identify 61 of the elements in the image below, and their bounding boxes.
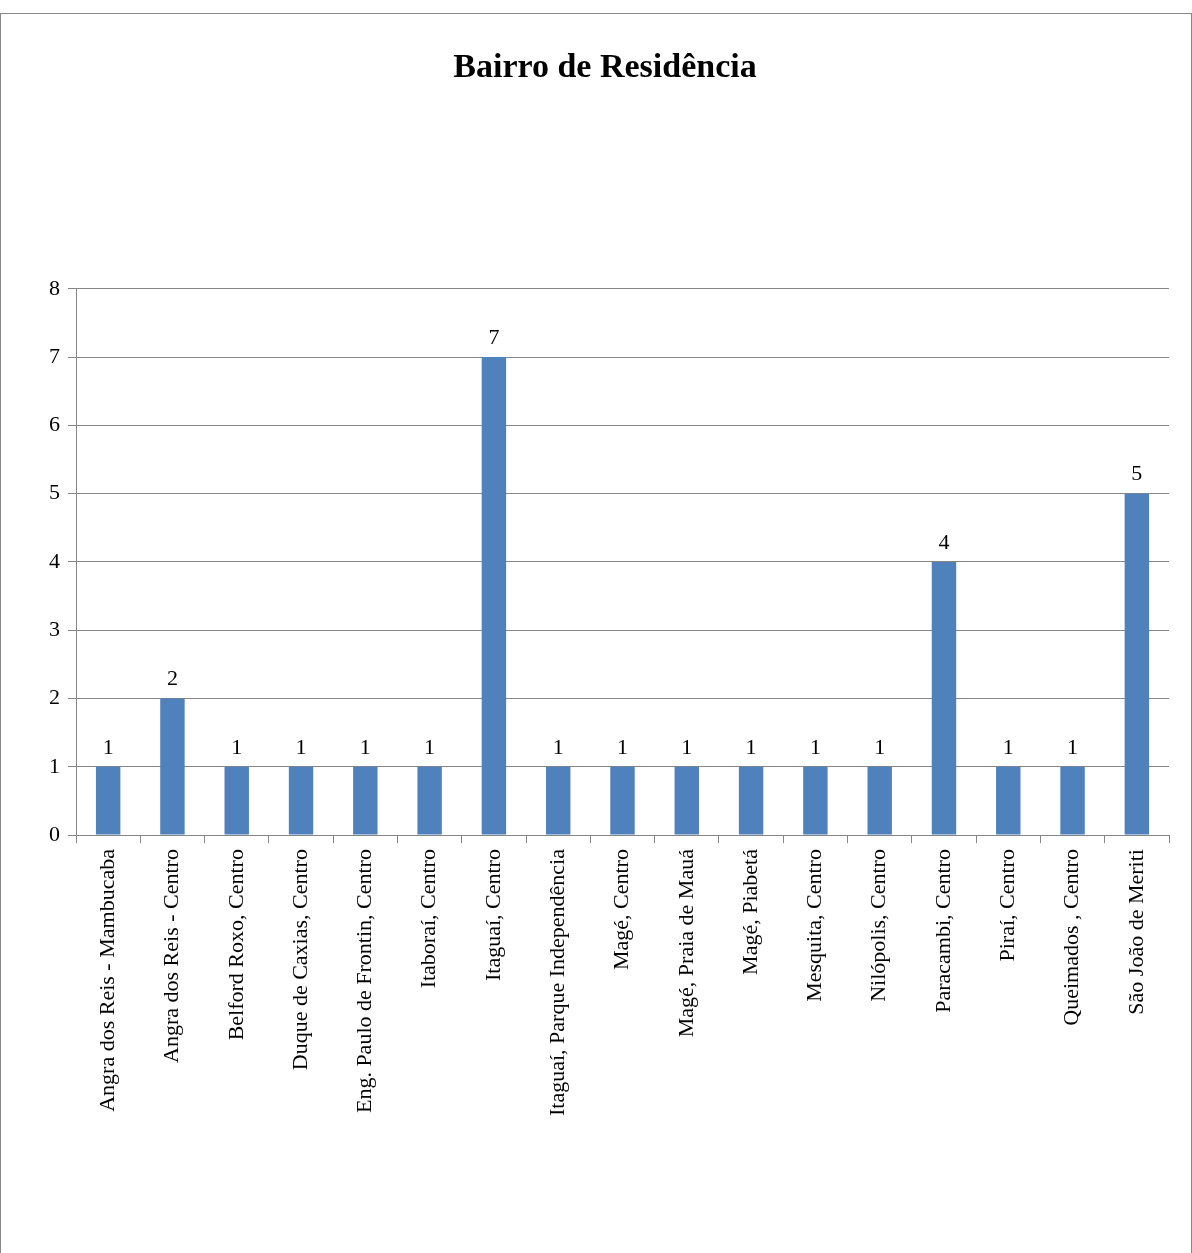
y-tick-label: 5 <box>49 479 60 505</box>
x-tick-label: Magé, Praia de Mauá <box>672 848 698 1038</box>
x-tick-label: Eng. Paulo de Frontin, Centro <box>351 849 377 1114</box>
data-label: 1 <box>617 733 628 759</box>
y-tick-label: 7 <box>49 342 60 368</box>
x-tick-label: Nilópolis, Centro <box>865 849 891 1002</box>
data-label: 1 <box>874 733 886 759</box>
data-label: 1 <box>1067 733 1079 759</box>
y-tick-label: 3 <box>49 616 60 641</box>
bar <box>1124 493 1150 835</box>
data-label: 1 <box>1002 733 1014 759</box>
x-tick-label: Queimados , Centro <box>1058 849 1084 1026</box>
y-tick-label: 6 <box>49 411 60 437</box>
bar <box>417 766 442 835</box>
x-tick-label: Magé, Piabetá <box>736 848 762 975</box>
bar <box>738 766 764 835</box>
x-tick-label: Mesquita, Centro <box>801 849 827 1002</box>
data-label: 1 <box>231 733 243 759</box>
x-tick-label: Piraí, Centro <box>994 849 1020 962</box>
data-label: 1 <box>552 733 564 759</box>
chart-title: Bairro de Residência <box>453 47 757 85</box>
bar <box>931 561 957 835</box>
y-tick-label: 2 <box>49 684 60 710</box>
bar <box>674 766 700 835</box>
bar <box>160 698 185 835</box>
x-tick-label: Itaguaí, Parque Independência <box>543 848 569 1116</box>
data-label: 7 <box>488 323 500 349</box>
data-label: 1 <box>681 733 693 759</box>
x-tick-label: São João de Meriti <box>1122 849 1148 1015</box>
bar <box>481 357 507 835</box>
x-tick-label: Angra dos Reis - Mambucaba <box>93 848 119 1112</box>
x-tick-label: Paracambi, Centro <box>929 849 955 1013</box>
bar <box>353 766 378 835</box>
bar <box>610 766 635 835</box>
bar <box>95 766 121 835</box>
data-label: 4 <box>938 528 950 554</box>
bar <box>803 766 828 835</box>
y-tick-label: 4 <box>49 547 60 573</box>
bar <box>867 766 892 835</box>
bar <box>996 766 1021 835</box>
x-tick-label: Itaguaí, Centro <box>479 849 505 982</box>
data-label: 1 <box>424 733 436 759</box>
data-label: 1 <box>359 733 371 759</box>
x-tick-label: Itaboraí, Centro <box>415 849 441 989</box>
data-label: 1 <box>102 733 114 759</box>
bar <box>288 766 314 835</box>
y-tick-label: 8 <box>49 274 60 300</box>
y-tick-label: 1 <box>49 752 60 778</box>
data-label: 1 <box>295 733 307 759</box>
x-tick-label: Duque de Caxias, Centro <box>286 849 312 1071</box>
y-tick-label: 0 <box>49 820 60 846</box>
x-tick-label: Belford Roxo, Centro <box>222 849 248 1041</box>
data-label: 1 <box>745 733 757 759</box>
data-label: 1 <box>809 733 821 759</box>
x-tick-label: Magé, Centro <box>608 849 634 971</box>
bar <box>224 766 249 835</box>
data-label: 5 <box>1131 460 1143 486</box>
data-label: 2 <box>166 665 178 691</box>
x-tick-label: Angra dos Reis - Centro <box>158 849 184 1063</box>
bar <box>545 766 571 835</box>
bar <box>1060 766 1085 835</box>
